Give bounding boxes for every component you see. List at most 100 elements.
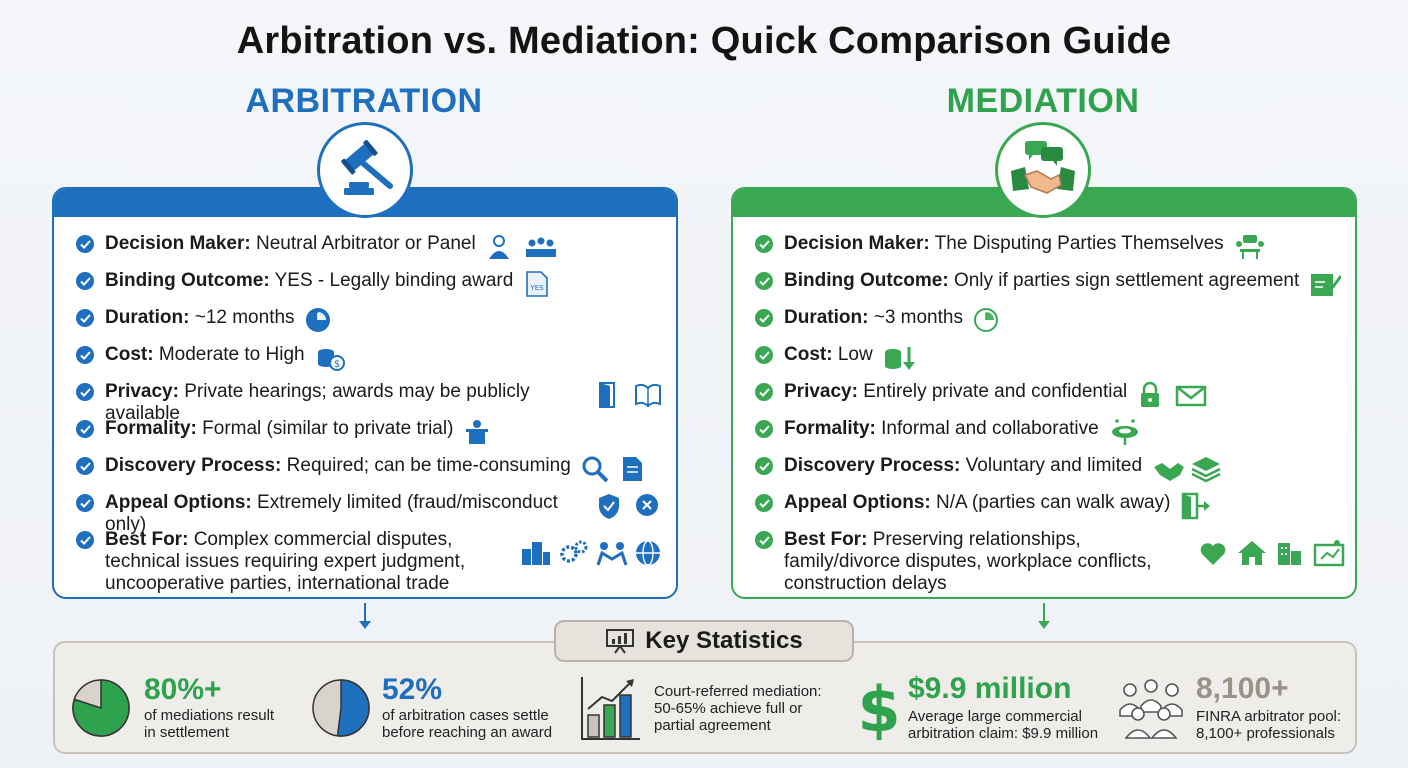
stat-claim-size: $ $9.9 million Average large commercial … [858, 672, 1108, 744]
check-icon [755, 309, 773, 327]
row-value: N/A (parties can walk away) [936, 492, 1171, 513]
check-icon [755, 457, 773, 475]
row-value: Preserving relationships, family/divorce… [784, 529, 1152, 594]
check-icon [755, 235, 773, 253]
coins-down-icon [884, 347, 915, 370]
row-icons [1152, 455, 1222, 483]
row-value: Only if parties sign settlement agreemen… [953, 270, 1300, 291]
svg-text:YES: YES [530, 284, 545, 292]
check-icon [76, 346, 94, 364]
stat-value: 52% [382, 673, 443, 706]
row-value: Complex commercial disputes, technical i… [105, 529, 466, 594]
stat-value: 8,100+ [1196, 672, 1289, 705]
row-label: Discovery Process: [784, 455, 961, 476]
house-icon [1238, 541, 1266, 565]
stat-arbitration-settle: 52% of arbitration cases settle before r… [310, 672, 557, 744]
page-title: Arbitration vs. Mediation: Quick Compari… [236, 20, 1172, 62]
stat-caption: Average large commercial arbitration cla… [908, 708, 1099, 742]
stat-caption: of mediations result in settlement [144, 707, 275, 741]
row-value: Informal and collaborative [881, 418, 1099, 439]
key-statistics-header: Key Statistics [554, 620, 854, 662]
check-icon [76, 457, 94, 475]
yes-document-icon: YES [526, 271, 549, 297]
comparison-row: Best For: Complex commercial disputes, t… [76, 529, 666, 597]
row-value: Voluntary and limited [965, 455, 1143, 476]
row-label: Cost: [105, 344, 154, 365]
comparison-row: Cost: Low [755, 344, 1345, 381]
stat-value: $9.9 million [908, 672, 1072, 705]
arbitration-panel: Decision Maker: Neutral Arbitrator or Pa… [52, 187, 678, 599]
meeting-icon [1235, 235, 1264, 259]
coins-icon: $ [317, 349, 345, 371]
office-icon [1278, 543, 1301, 565]
arbitration-heading: ARBITRATION [245, 82, 483, 120]
row-value: Required; can be time-consuming [286, 455, 571, 476]
row-label: Best For: [105, 529, 189, 550]
comparison-row: Appeal Options: Extremely limited (fraud… [76, 492, 666, 535]
row-label: Cost: [784, 344, 833, 365]
row-label: Binding Outcome: [784, 270, 949, 291]
pie-slice [72, 679, 130, 737]
check-icon [76, 309, 94, 327]
panel-icon [525, 237, 556, 257]
row-icons [1109, 418, 1141, 446]
row-icons [581, 455, 651, 483]
check-icon [755, 383, 773, 401]
check-icon [76, 494, 94, 512]
book-icon [635, 383, 661, 408]
arbitration-rows: Decision Maker: Neutral Arbitrator or Pa… [76, 233, 666, 597]
stat-caption: FINRA arbitrator pool: 8,100+ profession… [1196, 708, 1342, 742]
comparison-row: Discovery Process: Voluntary and limited [755, 455, 1345, 492]
row-value: ~12 months [194, 307, 295, 328]
stat-finra-pool: 8,100+ FINRA arbitrator pool: 8,100+ pro… [1116, 672, 1346, 744]
shield-icon [599, 494, 619, 519]
check-icon [755, 420, 773, 438]
check-icon [755, 272, 773, 290]
buildings-icon [522, 542, 550, 565]
row-icons [1234, 233, 1266, 261]
svg-text:$: $ [333, 359, 339, 370]
comparison-row: Decision Maker: Neutral Arbitrator or Pa… [76, 233, 666, 270]
exit-door-icon [1182, 492, 1211, 520]
crowd-icon [1119, 679, 1183, 739]
gears-icon [560, 540, 588, 563]
stat-value: 80%+ [144, 673, 222, 706]
row-label: Formality: [784, 418, 876, 439]
comparison-row: Appeal Options: N/A (parties can walk aw… [755, 492, 1345, 529]
stat-court-referred: Court-referred mediation: 50-65% achieve… [580, 672, 829, 744]
row-label: Best For: [784, 529, 868, 550]
check-icon [76, 531, 94, 549]
check-icon [76, 235, 94, 253]
pie-chart-icon [72, 679, 130, 737]
row-label: Appeal Options: [784, 492, 931, 513]
comparison-row: Formality: Formal (similar to private tr… [76, 418, 666, 455]
check-icon [755, 346, 773, 364]
row-icons [883, 344, 915, 372]
row-label: Discovery Process: [105, 455, 282, 476]
row-label: Decision Maker: [105, 233, 251, 254]
comparison-row: Duration: ~12 months [76, 307, 666, 344]
comparison-row: Best For: Preserving relationships, fami… [755, 529, 1345, 597]
row-icons: $ [315, 344, 347, 372]
pie-slice [336, 679, 370, 737]
row-icons [1137, 381, 1207, 409]
globe-icon [636, 540, 660, 566]
row-value: Entirely private and confidential [863, 381, 1128, 402]
mediation-down-arrow-icon [1038, 603, 1050, 629]
handshake-icon [995, 122, 1091, 218]
comparison-row: Binding Outcome: YES - Legally binding a… [76, 270, 666, 307]
comparison-row: Privacy: Entirely private and confidenti… [755, 381, 1345, 418]
document-icon [622, 457, 642, 481]
row-icons [1199, 539, 1345, 567]
key-statistics-title: Key Statistics [645, 627, 803, 654]
row-value: The Disputing Parties Themselves [934, 233, 1224, 254]
lock-icon [1141, 381, 1160, 407]
handshake-dispute-icon [596, 542, 628, 566]
row-icons [1180, 492, 1212, 520]
arbitrator-icon [488, 235, 509, 259]
clock-icon [305, 308, 330, 332]
bar-growth-icon [581, 677, 640, 740]
pie-chart-icon [312, 679, 370, 737]
row-icons [596, 381, 666, 409]
check-icon [76, 420, 94, 438]
